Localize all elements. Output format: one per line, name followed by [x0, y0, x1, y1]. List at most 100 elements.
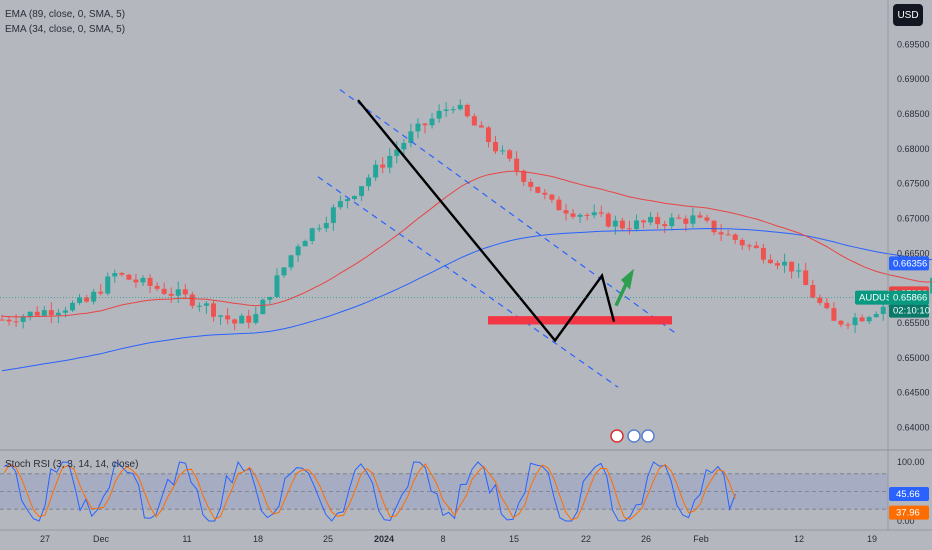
price-tick-label: 0.68500: [897, 109, 930, 119]
candle-body: [274, 275, 280, 297]
price-axis[interactable]: 0.69500 0.69000 0.68500 0.68000 0.67500 0.670…: [855, 0, 930, 530]
time-axis[interactable]: 27 Dec 11 18 25 2024 8 15 22 26 Feb 12 19: [0, 529, 932, 544]
candle: [267, 296, 273, 305]
candle: [373, 160, 379, 182]
candle: [563, 204, 569, 221]
candle-body: [648, 216, 654, 223]
candle-body: [739, 239, 745, 246]
candle: [288, 254, 294, 271]
drawn-path: [357, 99, 616, 343]
candle-body: [253, 314, 259, 323]
candle-body: [6, 319, 12, 322]
candle-body: [281, 267, 287, 276]
candle-body: [344, 198, 350, 202]
candle-body: [422, 123, 428, 126]
candle: [154, 282, 160, 292]
price-tick-label: 0.67000: [897, 214, 930, 224]
candle: [789, 261, 795, 279]
stoch-pane[interactable]: [0, 449, 932, 522]
candle: [147, 274, 153, 293]
candle-body: [803, 270, 809, 286]
candle: [859, 314, 865, 322]
candle: [401, 138, 407, 156]
candle-body: [704, 217, 710, 221]
candle-body: [873, 313, 879, 318]
candle-body: [359, 186, 365, 196]
candle: [507, 148, 513, 162]
candle: [838, 319, 844, 328]
candle-body: [732, 234, 738, 240]
candle-body: [105, 276, 111, 294]
time-tick-label: 12: [794, 534, 804, 544]
candle: [831, 302, 837, 321]
candle-body: [77, 297, 83, 303]
candle-body: [796, 270, 802, 272]
candle-body: [84, 297, 90, 302]
candle-body: [55, 312, 61, 316]
candle-body: [443, 109, 449, 111]
candle: [612, 215, 618, 235]
candle-body: [626, 228, 632, 230]
candle-body: [330, 207, 336, 223]
candle-body: [775, 263, 780, 266]
currency-button[interactable]: USD: [893, 4, 923, 26]
candle-body: [387, 155, 393, 168]
candle-body: [203, 303, 209, 306]
price-tick-label: 0.64000: [897, 423, 930, 433]
candle-body: [175, 289, 181, 296]
indicator-ema34-label[interactable]: EMA (34, close, 0, SMA, 5): [5, 24, 126, 35]
candle: [239, 313, 245, 324]
candle: [196, 302, 202, 312]
candle: [662, 220, 668, 233]
candle: [429, 113, 435, 129]
candle-body: [295, 246, 301, 256]
projection-arrow-head: [621, 268, 634, 290]
candle-body: [641, 220, 647, 223]
candle-body: [62, 310, 68, 313]
time-tick-label: 25: [323, 534, 333, 544]
candle: [775, 260, 780, 270]
price-tick-label: 0.64500: [897, 388, 930, 398]
candle: [91, 288, 97, 305]
candle-body: [309, 228, 315, 241]
candle-body: [690, 215, 696, 224]
candle-body: [528, 181, 534, 187]
candle: [126, 273, 132, 280]
candles: [0, 99, 932, 334]
candle-body: [676, 217, 682, 219]
candle: [648, 211, 654, 226]
candle: [0, 314, 5, 321]
candle: [471, 113, 477, 126]
candle-body: [478, 125, 484, 128]
candle: [70, 300, 75, 312]
stoch-rsi-label[interactable]: Stoch RSI (3, 3, 14, 14, close): [5, 459, 139, 470]
candle-body: [225, 315, 231, 320]
candle: [387, 148, 393, 174]
candle-body: [288, 255, 294, 268]
candle: [817, 294, 823, 306]
indicator-ema89-label[interactable]: EMA (89, close, 0, SMA, 5): [5, 9, 126, 20]
candle: [366, 174, 372, 191]
candle-body: [119, 273, 125, 275]
candle-body: [218, 315, 224, 317]
candle: [697, 211, 703, 219]
last-price-tag: 0.65866: [893, 293, 927, 304]
price-pane[interactable]: [0, 0, 932, 450]
candle-body: [429, 118, 435, 126]
time-tick-label: 27: [40, 534, 50, 544]
candle-body: [91, 291, 97, 302]
candle-body: [232, 319, 238, 324]
candle: [500, 145, 506, 155]
symbol-tag: AUDUSD: [859, 293, 899, 304]
candle: [119, 271, 125, 277]
candle-body: [182, 289, 188, 295]
candle-body: [789, 261, 795, 272]
candle-body: [408, 131, 414, 143]
candle-body: [267, 296, 273, 300]
candle: [352, 195, 357, 201]
candle: [161, 282, 167, 295]
candle-body: [521, 170, 527, 182]
candle: [168, 287, 174, 303]
candle-body: [760, 247, 766, 260]
